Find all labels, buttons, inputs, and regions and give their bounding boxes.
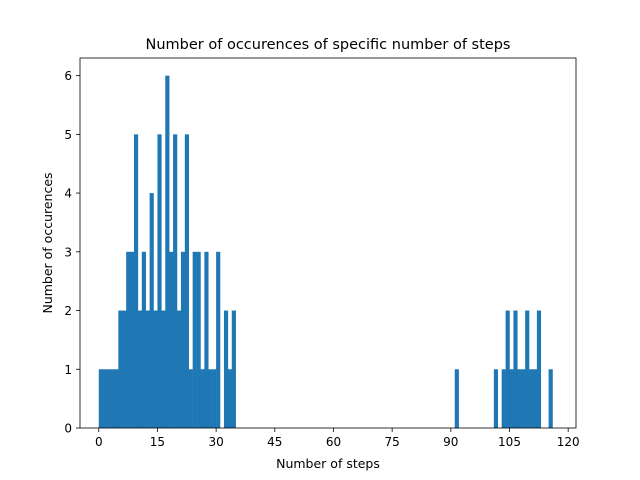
x-tick-label: 90 bbox=[443, 435, 458, 449]
histogram-bar bbox=[525, 310, 530, 428]
histogram-bar bbox=[130, 251, 135, 428]
histogram-bar bbox=[200, 369, 205, 428]
x-tick-label: 30 bbox=[208, 435, 223, 449]
x-tick-label: 45 bbox=[267, 435, 282, 449]
histogram-bar bbox=[227, 369, 233, 428]
histogram-bar bbox=[521, 369, 526, 428]
histogram-bar bbox=[118, 310, 123, 428]
x-tick-label: 15 bbox=[150, 435, 165, 449]
x-tick-label: 60 bbox=[326, 435, 341, 449]
histogram-bar bbox=[529, 369, 534, 428]
histogram-bar bbox=[165, 75, 170, 429]
histogram-bar bbox=[513, 310, 518, 428]
histogram-bar bbox=[509, 369, 514, 428]
histogram-bar bbox=[102, 369, 107, 428]
histogram-bar bbox=[517, 369, 522, 428]
histogram-bar bbox=[106, 369, 111, 428]
histogram-bar bbox=[133, 134, 139, 428]
x-axis-label: Number of steps bbox=[276, 456, 380, 471]
histogram-bar bbox=[212, 369, 217, 428]
histogram-bar bbox=[114, 369, 119, 428]
histogram-bar bbox=[98, 369, 103, 428]
histogram-bar bbox=[216, 251, 221, 428]
x-tick-label: 0 bbox=[95, 435, 103, 449]
y-tick-label: 3 bbox=[64, 245, 72, 259]
histogram-bar bbox=[501, 369, 506, 428]
histogram-bar bbox=[180, 251, 186, 428]
x-tick-label: 120 bbox=[557, 435, 580, 449]
y-tick-label: 6 bbox=[64, 69, 72, 83]
histogram-bar bbox=[548, 369, 553, 428]
histogram-bar bbox=[231, 310, 236, 428]
histogram-bar bbox=[184, 134, 189, 428]
histogram-bar bbox=[536, 310, 542, 428]
histogram-bar bbox=[493, 369, 499, 428]
histogram-bar bbox=[204, 251, 209, 428]
histogram-bar bbox=[141, 251, 146, 428]
histogram-bar bbox=[208, 369, 213, 428]
plot-frame bbox=[79, 57, 577, 429]
histogram-bar bbox=[223, 310, 229, 428]
histogram-bar bbox=[532, 369, 538, 428]
histogram-bar bbox=[177, 310, 182, 428]
y-tick-label: 5 bbox=[64, 128, 72, 142]
histogram-bar bbox=[188, 369, 193, 428]
y-axis-label: Number of occurences bbox=[40, 172, 55, 313]
histogram-bar bbox=[149, 193, 154, 428]
y-tick-label: 4 bbox=[64, 187, 72, 201]
histogram-bar bbox=[169, 251, 174, 428]
x-tick-label: 75 bbox=[385, 435, 400, 449]
histogram-bar bbox=[145, 310, 150, 428]
histogram-bar bbox=[157, 134, 162, 428]
histogram-bar bbox=[192, 251, 197, 428]
histogram-bar bbox=[454, 369, 459, 428]
histogram-bar bbox=[153, 310, 158, 428]
y-tick-label: 1 bbox=[64, 363, 72, 377]
histogram-bar bbox=[110, 369, 115, 428]
bars-layer bbox=[98, 75, 553, 429]
y-tick-label: 2 bbox=[64, 304, 72, 318]
histogram-bar bbox=[173, 134, 178, 428]
histogram-bar bbox=[161, 310, 166, 428]
x-tick-label: 105 bbox=[498, 435, 521, 449]
histogram-bar bbox=[505, 310, 510, 428]
histogram-bar bbox=[137, 310, 143, 428]
histogram-bar bbox=[126, 251, 131, 428]
chart-title: Number of occurences of specific number … bbox=[146, 37, 511, 53]
y-tick-label: 0 bbox=[64, 422, 72, 436]
histogram-bar bbox=[196, 251, 201, 428]
histogram-bar bbox=[122, 310, 127, 428]
